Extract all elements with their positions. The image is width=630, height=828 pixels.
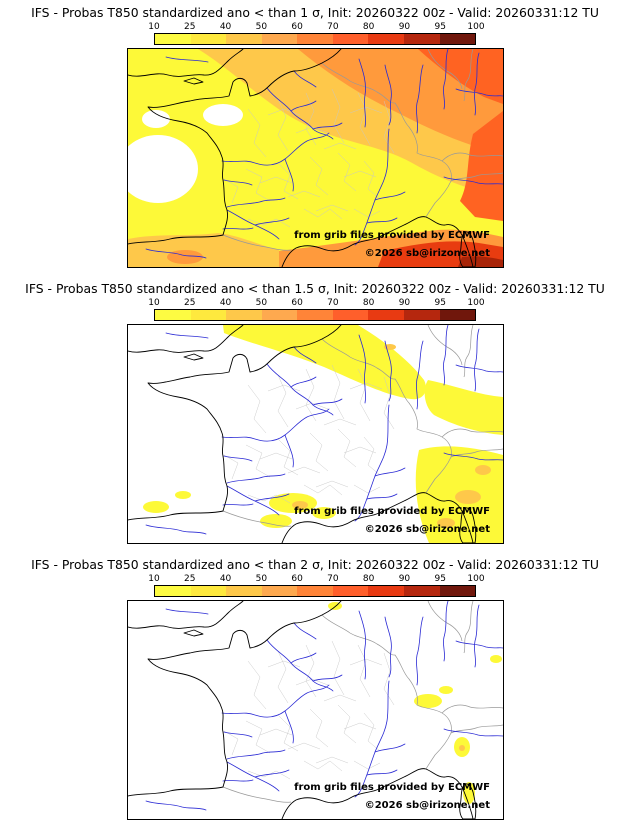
colorbar-tick-label: 10 <box>148 22 160 32</box>
colorbar-segment <box>332 310 369 320</box>
colorbar-labels: 10 25 40 50 60 70 80 90 95 100 <box>148 574 484 585</box>
colorbar-tick-label: 10 <box>148 298 160 308</box>
map-frame-sigma-1-5: from grib files provided by ECMWF ©2026 … <box>126 324 504 544</box>
colorbar-tick-label: 60 <box>291 22 303 32</box>
shading-base <box>127 601 503 819</box>
colorbar-bar <box>154 309 476 321</box>
colorbar-segment <box>439 310 476 320</box>
colorbar-segment <box>297 34 333 44</box>
map-frame-sigma-1: from grib files provided by ECMWF ©2026 … <box>126 48 504 268</box>
colorbar-tick-label: 50 <box>255 22 268 32</box>
colorbar-tick-label: 40 <box>219 298 232 308</box>
colorbar-tick-label: 100 <box>467 22 485 32</box>
colorbar-tick-label: 25 <box>184 22 196 32</box>
colorbar-segment <box>261 34 298 44</box>
attribution-ecmwf: from grib files provided by ECMWF <box>294 230 490 241</box>
colorbar-segment <box>368 310 404 320</box>
colorbar-segment <box>332 586 369 596</box>
colorbar-segment <box>297 586 333 596</box>
colorbar-tick-label: 80 <box>362 298 375 308</box>
colorbar-segment <box>155 586 191 596</box>
colorbar-bar <box>154 585 476 597</box>
colorbar-segment <box>403 586 440 596</box>
attribution-copyright: ©2026 sb@irizone.net <box>364 524 490 535</box>
colorbar-segment <box>403 310 440 320</box>
colorbar-tick-label: 50 <box>255 574 268 584</box>
colorbar-tick-label: 90 <box>398 22 411 32</box>
panel-sigma-1-5: IFS - Probas T850 standardized ano < tha… <box>0 276 630 552</box>
colorbar-tick-label: 100 <box>467 574 485 584</box>
colorbar-tick-label: 25 <box>184 574 196 584</box>
colorbar-tick-label: 10 <box>148 574 160 584</box>
panel-sigma-1: IFS - Probas T850 standardized ano < tha… <box>0 0 630 276</box>
colorbar-segment <box>190 586 227 596</box>
colorbar-segment <box>332 34 369 44</box>
probability-shading-layer <box>127 325 503 543</box>
colorbar-segment <box>439 34 476 44</box>
colorbar-tick-label: 70 <box>327 298 339 308</box>
map-svg-sigma-1-5: from grib files provided by ECMWF ©2026 … <box>127 325 503 543</box>
colorbar-tick-label: 95 <box>434 574 446 584</box>
colorbar-segment <box>226 34 262 44</box>
panel-title: IFS - Probas T850 standardized ano < tha… <box>31 557 599 572</box>
colorbar-segment <box>368 586 404 596</box>
attribution-ecmwf: from grib files provided by ECMWF <box>294 782 490 793</box>
colorbar-tick-label: 60 <box>291 298 303 308</box>
attribution-copyright: ©2026 sb@irizone.net <box>364 248 490 259</box>
colorbar-tick-label: 90 <box>398 574 411 584</box>
colorbar-tick-label: 95 <box>434 22 446 32</box>
colorbar-segment <box>261 586 298 596</box>
colorbar-tick-label: 50 <box>255 298 268 308</box>
colorbar-tick-label: 70 <box>327 574 339 584</box>
colorbar-segment <box>403 34 440 44</box>
probability-shading-layer <box>127 601 503 819</box>
colorbar-tick-label: 90 <box>398 298 411 308</box>
colorbar-segment <box>226 310 262 320</box>
colorbar-tick-label: 25 <box>184 298 196 308</box>
colorbar-segment <box>190 34 227 44</box>
colorbar-tick-label: 80 <box>362 574 375 584</box>
colorbar: 10 25 40 50 60 70 80 90 95 100 <box>148 574 485 597</box>
colorbar-segment <box>297 310 333 320</box>
panel-sigma-2: IFS - Probas T850 standardized ano < tha… <box>0 552 630 828</box>
panel-title: IFS - Probas T850 standardized ano < tha… <box>25 281 605 296</box>
map-frame-sigma-2: from grib files provided by ECMWF ©2026 … <box>126 600 504 820</box>
colorbar-labels: 10 25 40 50 60 70 80 90 95 100 <box>148 22 484 33</box>
colorbar-tick-label: 40 <box>219 22 232 32</box>
probability-shading-layer <box>127 49 503 267</box>
colorbar-tick-label: 80 <box>362 22 375 32</box>
colorbar-segment <box>155 34 191 44</box>
colorbar-bar <box>154 33 476 45</box>
colorbar-segment <box>261 310 298 320</box>
colorbar-tick-label: 60 <box>291 574 303 584</box>
colorbar-tick-label: 100 <box>467 298 485 308</box>
colorbar-tick-label: 40 <box>219 574 232 584</box>
colorbar-segment <box>155 310 191 320</box>
panel-title: IFS - Probas T850 standardized ano < tha… <box>31 5 599 20</box>
colorbar-segment <box>368 34 404 44</box>
colorbar-segment <box>226 586 262 596</box>
colorbar: 10 25 40 50 60 70 80 90 95 100 <box>148 22 485 45</box>
map-svg-sigma-1: from grib files provided by ECMWF ©2026 … <box>127 49 503 267</box>
colorbar-tick-label: 95 <box>434 298 446 308</box>
colorbar: 10 25 40 50 60 70 80 90 95 100 <box>148 298 485 321</box>
attribution-copyright: ©2026 sb@irizone.net <box>364 800 490 811</box>
colorbar-segment <box>439 586 476 596</box>
colorbar-tick-label: 70 <box>327 22 339 32</box>
colorbar-labels: 10 25 40 50 60 70 80 90 95 100 <box>148 298 484 309</box>
attribution-ecmwf: from grib files provided by ECMWF <box>294 506 490 517</box>
colorbar-segment <box>190 310 227 320</box>
map-svg-sigma-2: from grib files provided by ECMWF ©2026 … <box>127 601 503 819</box>
